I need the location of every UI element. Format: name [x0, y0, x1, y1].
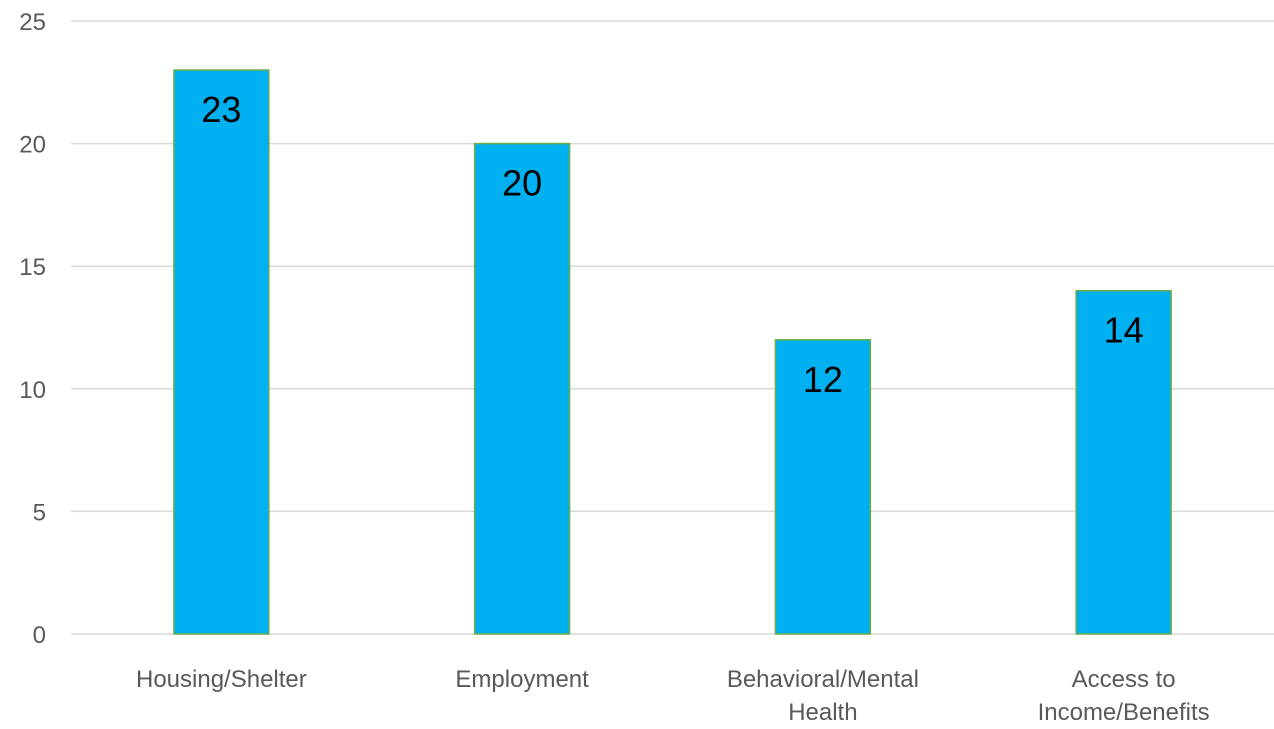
x-category-label: Health [788, 699, 857, 726]
x-category-label: Access to [1072, 666, 1176, 693]
y-tick-label: 5 [33, 499, 46, 526]
y-axis-tick-labels: 0 5 10 15 20 25 [19, 9, 46, 649]
x-category-label: Housing/Shelter [136, 666, 307, 693]
bar-2 [473, 142, 571, 635]
x-category-label: Employment [455, 666, 589, 693]
bar-3 [774, 339, 872, 635]
data-label: 12 [803, 359, 843, 400]
data-label: 20 [502, 163, 542, 204]
y-tick-label: 20 [19, 132, 46, 159]
data-labels: 23 20 12 14 [201, 89, 1143, 400]
y-tick-label: 0 [33, 622, 46, 649]
y-tick-label: 10 [19, 377, 46, 404]
x-axis-category-labels: Housing/Shelter Employment Behavioral/Ment… [136, 666, 1210, 726]
grid-lines [71, 20, 1274, 635]
x-category-label: Behavioral/Mental [727, 666, 919, 693]
y-tick-label: 15 [19, 254, 46, 281]
bar-4 [1075, 289, 1172, 635]
bars [173, 69, 1172, 635]
y-tick-label: 25 [19, 9, 46, 36]
data-label: 14 [1104, 310, 1144, 351]
data-label: 23 [201, 89, 241, 130]
x-category-label: Income/Benefits [1038, 699, 1210, 726]
bar-1 [173, 69, 270, 635]
